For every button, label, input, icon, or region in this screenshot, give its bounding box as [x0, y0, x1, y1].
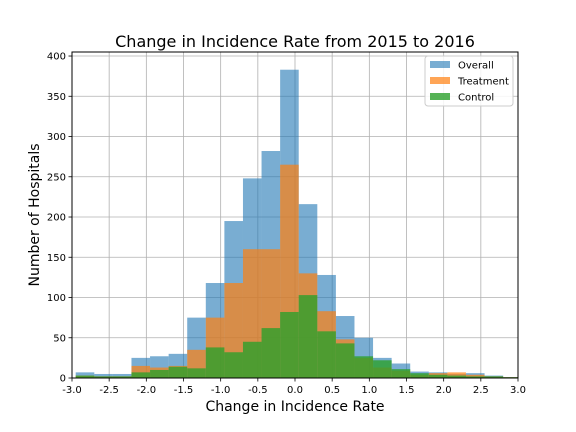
bar-control — [428, 374, 448, 378]
bar-control — [317, 331, 336, 378]
bar-control — [94, 376, 113, 378]
y-tick-label: 250 — [47, 172, 66, 183]
legend-swatch-overall — [430, 61, 450, 68]
x-tick-label: 2.0 — [436, 385, 452, 396]
bar-control — [280, 311, 299, 378]
y-axis-ticks: 0 50 100 150 200 250 300 350 400 — [47, 52, 72, 385]
y-tick-label: 150 — [47, 253, 66, 264]
x-tick-label: -1.5 — [174, 385, 194, 396]
bar-treatment — [447, 372, 466, 378]
bar-control — [410, 373, 429, 378]
x-tick-label: 3.0 — [510, 385, 526, 396]
y-tick-label: 400 — [47, 52, 66, 63]
chart-title: Change in Incidence Rate from 2015 to 20… — [115, 32, 475, 51]
bar-control — [112, 376, 132, 378]
x-tick-label: -2.0 — [137, 385, 157, 396]
bar-control — [354, 356, 374, 378]
x-axis-ticks: -3.0 -2.5 -2.0 -1.5 -1.0 -0.5 0.0 0.5 1.0 1.5 2.0 2… — [62, 378, 526, 396]
legend-label-control: Control — [458, 93, 494, 104]
x-axis-label: Change in Incidence Rate — [205, 399, 384, 415]
bar-control — [261, 328, 281, 378]
bar-control — [150, 369, 169, 378]
legend-swatch-control — [430, 93, 450, 100]
x-tick-label: 0.0 — [287, 385, 303, 396]
bar-control — [391, 369, 411, 378]
legend-label-overall: Overall — [458, 61, 494, 72]
bar-control — [205, 347, 225, 378]
bar-control — [298, 295, 318, 378]
bar-control — [447, 375, 466, 378]
y-tick-label: 200 — [47, 213, 66, 224]
histogram-bars — [75, 69, 518, 378]
y-tick-label: 0 — [60, 374, 66, 385]
x-tick-label: -1.0 — [211, 385, 231, 396]
legend: Overall Treatment Control — [424, 55, 514, 107]
y-tick-label: 350 — [47, 92, 66, 103]
x-tick-label: 0.5 — [324, 385, 340, 396]
x-tick-label: -3.0 — [62, 385, 82, 396]
bar-control — [75, 375, 95, 378]
bar-control — [224, 352, 243, 378]
bar-control — [242, 341, 262, 378]
y-tick-label: 100 — [47, 293, 66, 304]
x-tick-label: 1.0 — [361, 385, 377, 396]
legend-swatch-treatment — [430, 77, 450, 84]
x-tick-label: 2.5 — [473, 385, 489, 396]
bar-control — [484, 376, 504, 378]
x-tick-label: -2.5 — [99, 385, 119, 396]
y-tick-label: 50 — [53, 333, 66, 344]
bar-overall — [75, 372, 95, 378]
bar-control — [335, 343, 355, 378]
bar-control — [373, 360, 392, 378]
bar-overall — [94, 373, 113, 378]
bar-control — [131, 372, 151, 378]
legend-label-treatment: Treatment — [457, 77, 509, 88]
bar-control — [168, 366, 188, 378]
bar-overall — [112, 373, 132, 378]
bar-control — [187, 368, 206, 378]
y-tick-label: 300 — [47, 132, 66, 143]
series-control — [75, 295, 518, 378]
y-axis-label: Number of Hospitals — [27, 143, 43, 286]
x-tick-label: 1.5 — [399, 385, 415, 396]
x-tick-label: -0.5 — [248, 385, 268, 396]
bar-control — [465, 376, 485, 378]
